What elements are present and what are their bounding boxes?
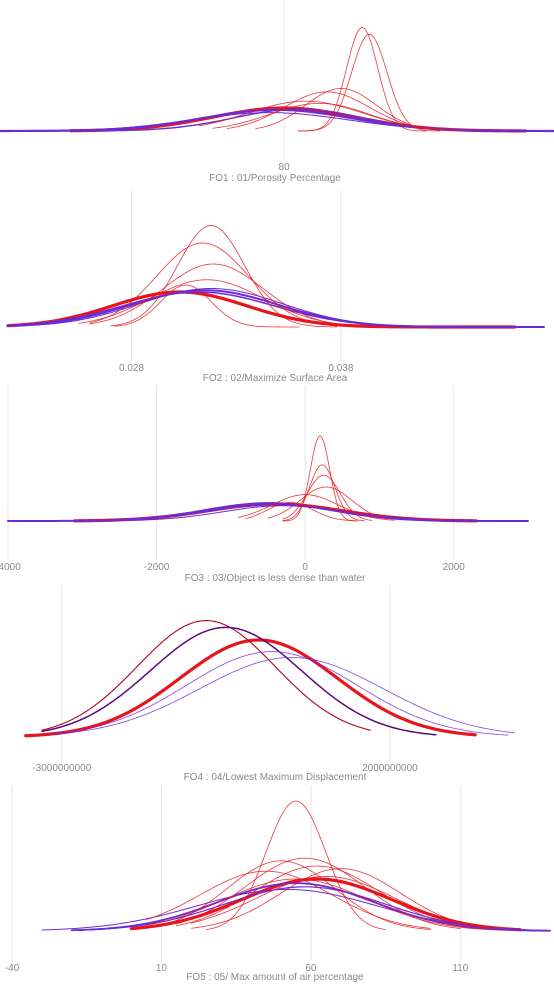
- density-curve-9: [297, 34, 441, 132]
- tick-label-1: -40: [5, 963, 20, 974]
- tick-label-3: 0: [302, 562, 308, 573]
- tick-label-4: 110: [452, 963, 468, 974]
- density-curve-5: [282, 435, 358, 522]
- density-curve-3: [7, 504, 529, 522]
- density-curve-6: [226, 91, 441, 131]
- density-curve-10: [190, 876, 491, 929]
- density-curve-4: [7, 288, 545, 328]
- density-curve-8: [267, 486, 388, 520]
- density-curve-5: [110, 225, 338, 328]
- density-curve-10: [212, 103, 455, 131]
- density-curve-11: [190, 868, 491, 929]
- density-curve-5: [54, 657, 516, 735]
- density-curve-6: [282, 464, 365, 522]
- density-curve-9: [237, 494, 395, 521]
- tick-label-2: 0.038: [328, 363, 353, 374]
- density-curve-6: [89, 242, 342, 327]
- tick-label-1: -3000000000: [32, 763, 91, 774]
- density-curve-2: [41, 620, 371, 731]
- density-curve-7: [89, 263, 346, 326]
- tick-label-2: 10: [156, 963, 168, 974]
- tick-label-4: 2000: [443, 562, 466, 573]
- density-curve-7: [175, 857, 461, 929]
- density-curve-4: [0, 112, 554, 132]
- density-curve-10: [245, 501, 358, 522]
- tick-label-2: 2000000000: [362, 763, 418, 774]
- density-curve-9: [146, 870, 431, 929]
- x-axis-label: FO3 : 03/Object is less dense than water: [185, 573, 366, 584]
- chart-panel-5: -40 10 60 110 FO5 : 05/ Max amount of air pe…: [5, 785, 551, 983]
- density-curve-12: [146, 878, 506, 931]
- x-axis-label: FO5 : 05/ Max amount of air percentage: [186, 972, 364, 983]
- x-axis-label: FO2 : 02/Maximize Surface Area: [203, 373, 348, 384]
- density-curve-3: [41, 626, 437, 736]
- tick-label-1: -4000: [0, 562, 21, 573]
- x-axis-label: FO4 : 04/Lowest Maximum Displacement: [184, 772, 367, 783]
- density-curve-8: [175, 865, 476, 929]
- x-axis-label: FO1 : 01/Porosity Percentage: [209, 173, 341, 184]
- density-curve-7: [282, 474, 373, 521]
- density-curve-1: [24, 638, 477, 738]
- tick-label-3: 60: [305, 963, 317, 974]
- density-curve-9: [114, 284, 300, 328]
- density-curve-4: [7, 505, 529, 522]
- tick-label-2: -2000: [144, 562, 170, 573]
- density-curve-6: [161, 860, 431, 930]
- density-curve-4: [41, 888, 551, 931]
- density-curve-4: [48, 651, 509, 736]
- density-curve-8: [297, 27, 427, 132]
- tick-label-1: 0.028: [119, 363, 144, 374]
- tick-label-1: 80: [279, 162, 291, 173]
- density-curve-8: [78, 279, 352, 326]
- chart-panel-3: -4000 -2000 0 2000 FO3 : 03/Object is less d…: [0, 385, 529, 584]
- density-curve-5: [205, 800, 387, 930]
